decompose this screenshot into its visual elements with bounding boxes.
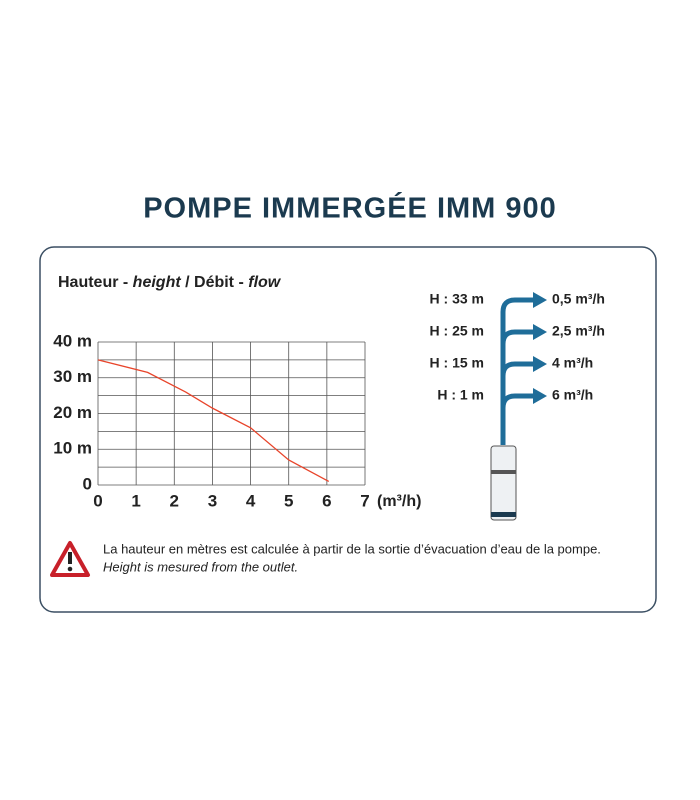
arrow bbox=[533, 292, 547, 308]
outlet-head: H : 1 m bbox=[437, 387, 484, 403]
title-part: Hauteur - bbox=[58, 274, 133, 291]
pipe bbox=[500, 297, 535, 445]
y-tick-label: 20 m bbox=[53, 403, 92, 422]
pump-base bbox=[491, 512, 516, 517]
outlet-head: H : 33 m bbox=[430, 291, 484, 307]
pipe bbox=[500, 361, 535, 377]
y-tick-label: 0 bbox=[83, 474, 92, 493]
page-title: POMPE IMMERGÉE IMM 900 bbox=[143, 191, 557, 225]
title-part: height bbox=[133, 274, 182, 291]
outlet-flow: 6 m³/h bbox=[552, 387, 593, 403]
outlet-head: H : 15 m bbox=[430, 355, 484, 371]
x-tick-label: 7 bbox=[360, 491, 369, 510]
arrow bbox=[533, 356, 547, 372]
note-en: Height is mesured from the outlet. bbox=[103, 559, 298, 574]
arrow bbox=[533, 324, 547, 340]
x-tick-label: 3 bbox=[208, 491, 217, 510]
pipe bbox=[500, 393, 535, 409]
outlet-head: H : 25 m bbox=[430, 323, 484, 339]
x-tick-label: 5 bbox=[284, 491, 293, 510]
y-tick-label: 10 m bbox=[53, 439, 92, 458]
x-tick-label: 6 bbox=[322, 491, 331, 510]
x-tick-label: 1 bbox=[131, 491, 140, 510]
note-fr: La hauteur en mètres est calculée à part… bbox=[103, 541, 601, 556]
panel bbox=[39, 246, 657, 613]
chart-title: Hauteur - height / Débit - flow bbox=[58, 274, 282, 291]
x-tick-label: 0 bbox=[93, 491, 102, 510]
y-tick-label: 40 m bbox=[53, 331, 92, 350]
arrows bbox=[533, 292, 547, 404]
data-line bbox=[97, 359, 330, 482]
pump-body bbox=[490, 445, 517, 521]
outlet-flow: 2,5 m³/h bbox=[552, 323, 605, 339]
warning-mark bbox=[68, 552, 72, 564]
x-axis-label: (m³/h) bbox=[377, 493, 421, 510]
pipe bbox=[500, 329, 535, 345]
warning-dot bbox=[67, 566, 73, 572]
title-part: flow bbox=[248, 274, 282, 291]
pump-band bbox=[491, 470, 516, 474]
y-tick-label: 30 m bbox=[53, 367, 92, 386]
pipe-diagram bbox=[500, 297, 535, 445]
x-tick-label: 4 bbox=[246, 491, 256, 510]
title-part: / Débit - bbox=[181, 274, 249, 291]
outlet-flow: 0,5 m³/h bbox=[552, 291, 605, 307]
x-tick-label: 2 bbox=[170, 491, 179, 510]
outlet-flow: 4 m³/h bbox=[552, 355, 593, 371]
pump bbox=[490, 445, 517, 521]
arrow bbox=[533, 388, 547, 404]
warning-icon bbox=[50, 541, 90, 577]
